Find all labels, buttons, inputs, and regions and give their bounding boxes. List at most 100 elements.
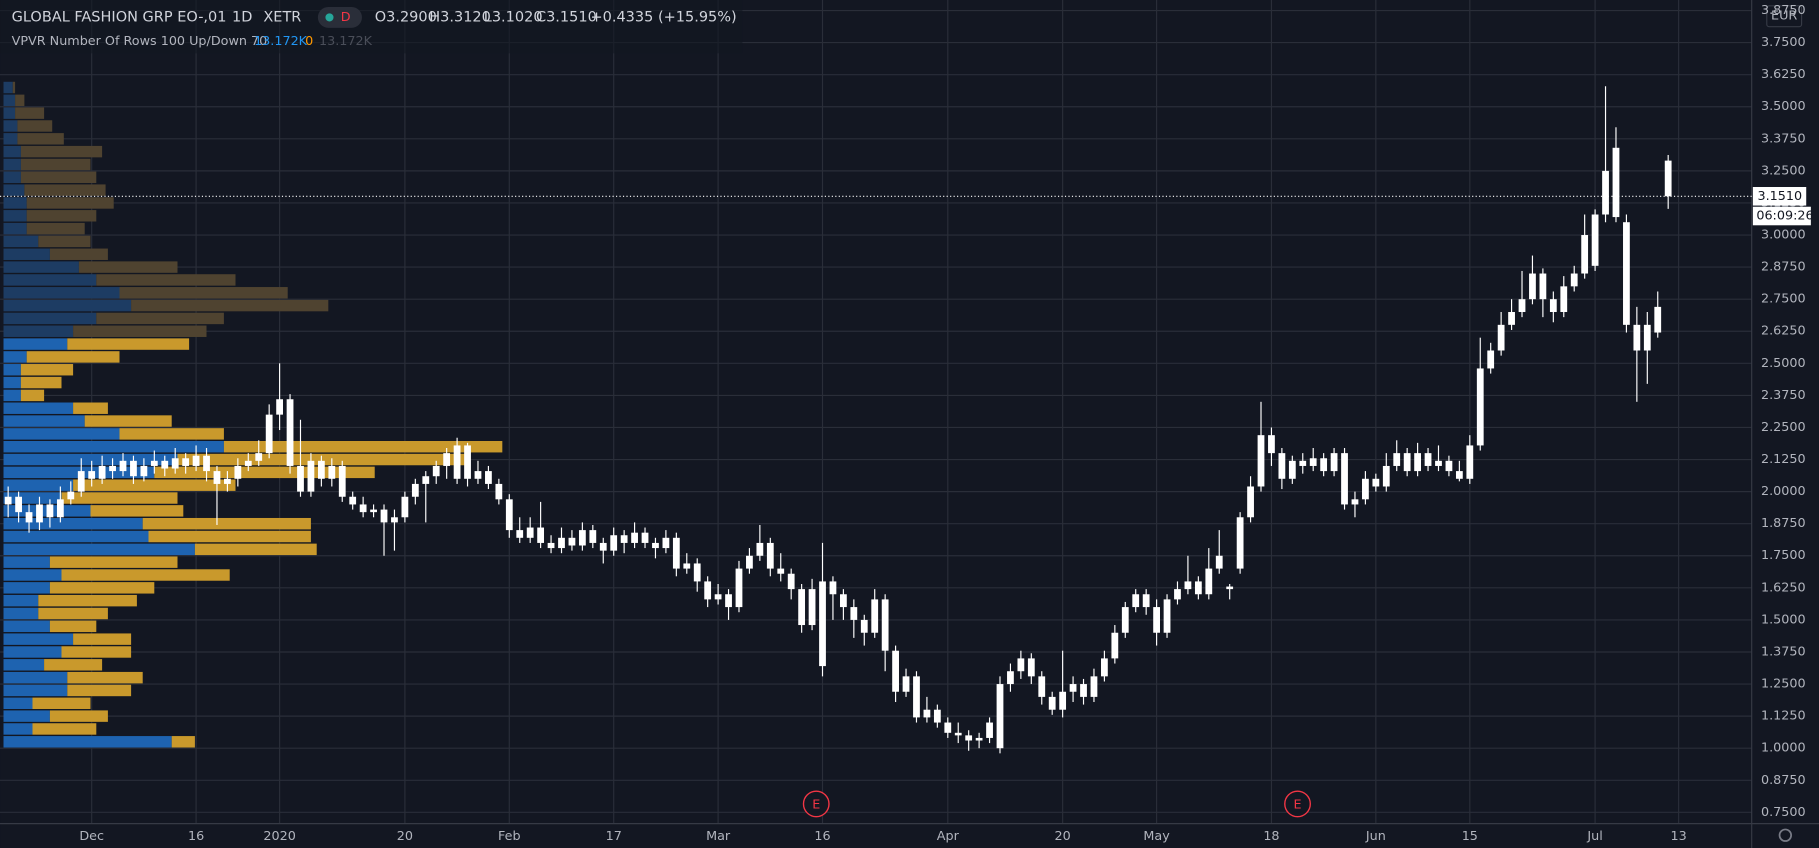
candle-body [1414, 453, 1422, 472]
candle-body [1027, 658, 1035, 677]
candle-body [1341, 453, 1348, 505]
interval: 1D [232, 9, 252, 25]
profile-up-bar [3, 338, 68, 350]
profile-down-bar [26, 222, 85, 235]
candle-body [1268, 435, 1275, 454]
candle-body [777, 568, 785, 574]
profile-down-bar [26, 197, 114, 209]
candle-body [67, 491, 75, 500]
event-marker[interactable] [802, 790, 830, 818]
profile-down-bar [154, 466, 375, 479]
profile-down-bar [24, 184, 106, 196]
x-tick-label: 2020 [263, 829, 295, 844]
profile-up-bar [3, 697, 33, 710]
profile-up-bar [3, 171, 21, 184]
profile-down-bar [38, 594, 137, 607]
profile-up-bar [3, 402, 74, 414]
candle-body [453, 445, 461, 479]
ohlc-close: C3.1510 [536, 9, 597, 25]
settings-icon[interactable] [1778, 828, 1793, 842]
profile-up-bar [3, 107, 16, 119]
candle-body [203, 455, 210, 472]
x-tick-label: Jun [1365, 829, 1386, 844]
profile-down-bar [73, 402, 108, 414]
candle-body [787, 573, 795, 590]
profile-up-bar [3, 145, 21, 158]
candle-body [954, 732, 962, 736]
profile-down-bar [44, 659, 103, 671]
candle-body [766, 542, 774, 569]
candle-body [1320, 458, 1328, 472]
candle-body [1226, 586, 1234, 590]
candle-body [317, 460, 325, 479]
profile-up-bar [3, 222, 27, 235]
profile-down-bar [20, 364, 74, 376]
profile-up-bar [3, 479, 74, 491]
candle-body [1215, 555, 1223, 569]
y-tick-label: 3.6250 [1761, 67, 1806, 82]
x-tick-label: 20 [1055, 829, 1071, 844]
y-tick-label: 2.0000 [1761, 484, 1806, 499]
candle-body [725, 594, 732, 608]
profile-up-bar [3, 633, 74, 645]
profile-down-bar [49, 582, 155, 594]
candle-body [1382, 465, 1390, 487]
candle-body [474, 471, 482, 479]
profile-down-bar [131, 299, 329, 312]
symbol: GLOBAL FASHION GRP EO-,01 [12, 9, 227, 25]
profile-up-bar [3, 120, 18, 132]
x-tick-label: Feb [498, 829, 521, 844]
profile-up-bar [3, 453, 178, 466]
profile-down-bar [49, 710, 108, 722]
x-tick-label: May [1143, 829, 1170, 844]
candle-body [1497, 324, 1505, 351]
candle-body [359, 504, 367, 513]
candle-body [568, 537, 576, 546]
candle-body [192, 455, 200, 466]
candle-body [255, 453, 263, 461]
y-tick-label: 2.5000 [1761, 356, 1806, 371]
profile-down-bar [20, 376, 62, 389]
x-tick-label: 15 [1462, 829, 1478, 844]
candle-body [1560, 286, 1568, 313]
candle-body [1059, 691, 1067, 710]
profile-up-bar [3, 299, 132, 312]
candle-body [1080, 684, 1087, 697]
candle-body [923, 709, 931, 718]
market-dot [325, 13, 334, 22]
candle-body [1309, 458, 1317, 466]
profile-up-bar [3, 376, 21, 389]
event-marker[interactable] [1284, 790, 1312, 818]
profile-down-bar [67, 338, 190, 350]
profile-up-bar [3, 710, 50, 722]
currency-box[interactable] [1766, 5, 1803, 28]
ohlc-low: L3.1020 [484, 9, 543, 25]
profile-up-bar [3, 428, 120, 440]
profile-down-bar [26, 351, 120, 363]
candle-body [1194, 581, 1202, 595]
profile-up-bar [3, 556, 50, 568]
candle-body [944, 722, 952, 733]
y-tick-label: 0.8750 [1761, 773, 1806, 788]
x-tick-label: 18 [1263, 829, 1279, 844]
profile-up-bar [3, 646, 62, 658]
candle-body [589, 530, 597, 543]
y-tick-label: 3.7500 [1761, 35, 1806, 50]
x-tick-label: Mar [706, 829, 731, 844]
candle-body [4, 496, 12, 505]
profile-up-bar [3, 736, 172, 748]
candle-body [1257, 435, 1265, 487]
candle-body [1591, 214, 1599, 266]
candle-body [1570, 273, 1578, 287]
profile-up-bar [3, 492, 62, 504]
profile-down-bar [38, 607, 108, 620]
profile-up-bar [3, 607, 39, 620]
candle-body [1518, 299, 1526, 313]
candle-body [1362, 478, 1369, 500]
profile-down-bar [73, 633, 132, 645]
candle-body [913, 676, 920, 718]
candle-body [1069, 684, 1077, 692]
candle-body [578, 530, 586, 546]
